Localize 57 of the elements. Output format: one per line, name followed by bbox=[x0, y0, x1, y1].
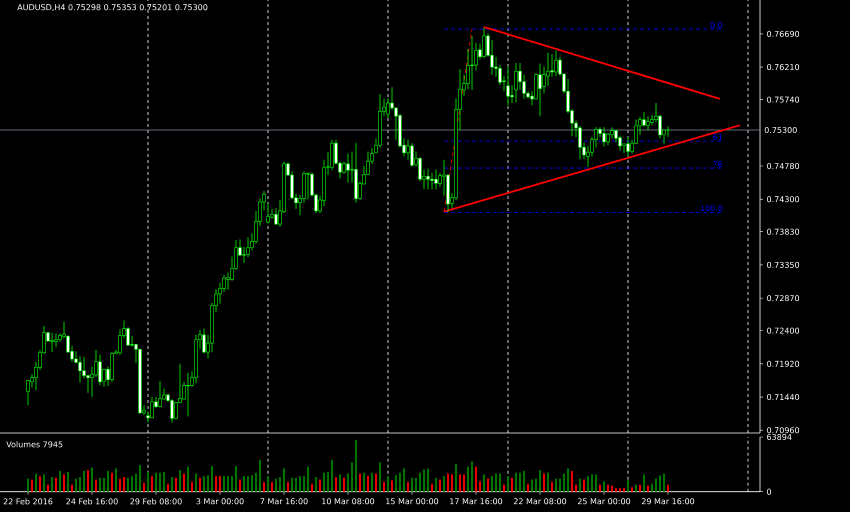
x-tick-label: 22 Mar 08:00 bbox=[514, 498, 566, 504]
series-label: 100.0 bbox=[700, 205, 722, 212]
chart-title: Volumes 7945 bbox=[6, 441, 62, 448]
y-tick-label: 0.73830 bbox=[767, 228, 800, 235]
candlestick bbox=[226, 272, 230, 290]
series-label: 61 bbox=[713, 134, 722, 140]
candlestick bbox=[602, 126, 606, 148]
y-tick-label: 0.74780 bbox=[767, 162, 800, 170]
candlestick bbox=[98, 354, 102, 386]
candlestick bbox=[646, 116, 650, 130]
ref-line-label: 0.75300 bbox=[764, 127, 797, 134]
x-tick-label: 29 Feb 08:00 bbox=[130, 498, 182, 504]
candlestick bbox=[482, 27, 486, 58]
y-tick-label: 63894 bbox=[767, 434, 792, 440]
y-tick-label: 0.73350 bbox=[767, 262, 800, 268]
chart-title: AUDUSD,H4 0.75298 0.75353 0.75201 0.75300 bbox=[17, 4, 208, 12]
candlestick bbox=[186, 372, 190, 417]
candlestick bbox=[434, 169, 438, 190]
y-tick-label: 0.75740 bbox=[767, 96, 800, 103]
candlestick bbox=[266, 202, 270, 224]
candlestick bbox=[346, 153, 350, 184]
candlestick bbox=[430, 172, 434, 190]
candlestick bbox=[514, 62, 518, 103]
candlestick bbox=[54, 332, 58, 348]
x-tick-label: 17 Mar 16:00 bbox=[450, 498, 502, 504]
y-tick-label: 0.71920 bbox=[767, 360, 800, 367]
x-tick-label: 15 Mar 00:00 bbox=[386, 498, 438, 504]
y-tick-label: 0.71440 bbox=[767, 394, 800, 400]
x-tick-label: 3 Mar 00:00 bbox=[196, 498, 244, 504]
x-tick-label: 24 Feb 16:00 bbox=[66, 498, 118, 504]
candlestick bbox=[158, 380, 162, 408]
x-tick-label: 7 Mar 16:00 bbox=[260, 498, 308, 504]
candlestick bbox=[78, 356, 82, 383]
y-tick-label: 0 bbox=[767, 488, 772, 495]
candlestick bbox=[274, 208, 278, 226]
y-tick-label: 0.72400 bbox=[767, 328, 800, 334]
candlestick bbox=[538, 63, 542, 117]
candlestick bbox=[470, 36, 474, 90]
candlestick bbox=[666, 126, 670, 138]
y-tick-label: 0.76210 bbox=[767, 64, 800, 70]
x-tick-label: 22 Feb 2016 bbox=[4, 498, 52, 504]
x-tick-label: 25 Mar 00:00 bbox=[578, 498, 630, 504]
candlestick bbox=[50, 332, 54, 352]
x-tick-label: 29 Mar 16:00 bbox=[642, 498, 694, 504]
x-tick-label: 10 Mar 08:00 bbox=[322, 498, 374, 504]
y-tick-label: 0.72870 bbox=[767, 295, 800, 302]
candlestick bbox=[410, 142, 414, 168]
y-tick-label: 0.70960 bbox=[767, 427, 800, 434]
y-tick-label: 0.76690 bbox=[767, 30, 800, 37]
series-label: 76 bbox=[713, 160, 722, 167]
candlestick bbox=[554, 50, 558, 76]
candlestick bbox=[306, 172, 310, 200]
y-tick-label: 0.74300 bbox=[767, 196, 800, 202]
series-label: 0.0 bbox=[710, 22, 722, 28]
candlestick bbox=[642, 112, 646, 127]
candlestick bbox=[426, 168, 430, 190]
candlestick bbox=[150, 396, 154, 419]
